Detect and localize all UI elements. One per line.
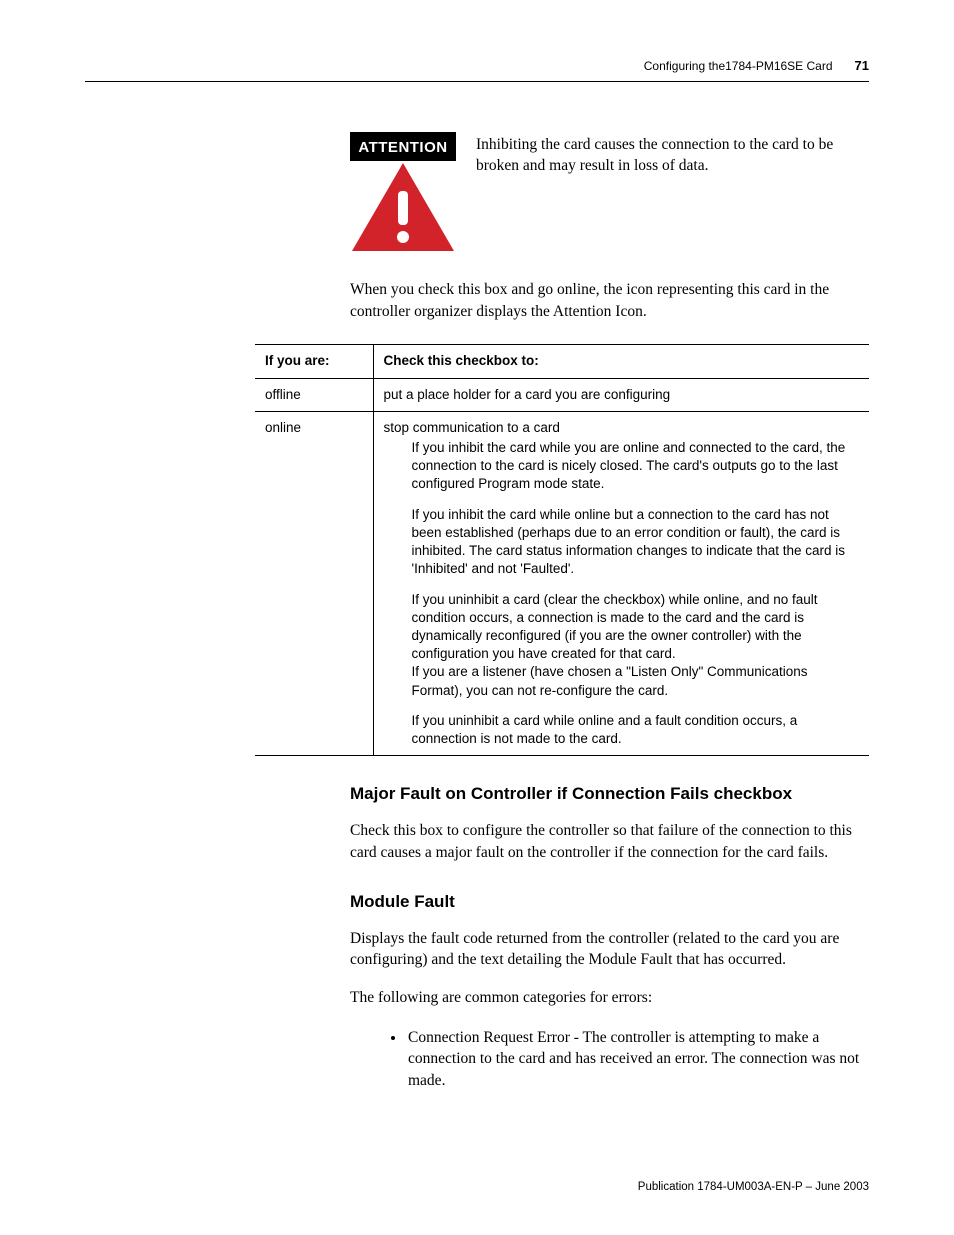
table-cell-mode: online (255, 411, 373, 756)
table-cell-action: stop communication to a card If you inhi… (373, 411, 869, 756)
table-cell-lead: stop communication to a card (384, 420, 560, 435)
table-header-mode: If you are: (255, 345, 373, 378)
header-rule (85, 81, 869, 82)
section-heading-major-fault: Major Fault on Controller if Connection … (350, 784, 869, 804)
section-paragraph: The following are common categories for … (350, 987, 869, 1009)
table-cell-para: If you inhibit the card while online but… (384, 506, 860, 579)
footer-publication: Publication 1784-UM003A-EN-P – June 2003 (638, 1181, 869, 1193)
section-paragraph: Check this box to configure the controll… (350, 820, 869, 863)
table-cell-lead: put a place holder for a card you are co… (384, 386, 860, 404)
table-cell-mode: offline (255, 378, 373, 411)
table-cell-para: If you uninhibit a card (clear the check… (384, 591, 860, 700)
error-bullet-list: Connection Request Error - The controlle… (350, 1027, 869, 1092)
attention-text: Inhibiting the card causes the connectio… (476, 132, 869, 253)
modes-table: If you are: Check this checkbox to: offl… (255, 344, 869, 756)
attention-triangle-icon (350, 161, 456, 253)
section-paragraph: Displays the fault code returned from th… (350, 928, 869, 971)
table-cell-para: If you uninhibit a card while online and… (384, 712, 860, 748)
page-number: 71 (855, 58, 869, 73)
running-title: Configuring the1784-PM16SE Card (644, 59, 833, 73)
attention-left: ATTENTION (350, 132, 456, 253)
table-cell-para: If you inhibit the card while you are on… (384, 439, 860, 494)
attention-callout: ATTENTION Inhibiting the card causes the… (350, 132, 869, 253)
list-item: Connection Request Error - The controlle… (406, 1027, 869, 1092)
sections: Major Fault on Controller if Connection … (350, 784, 869, 1092)
attention-label: ATTENTION (350, 132, 456, 161)
table-cell-action: put a place holder for a card you are co… (373, 378, 869, 411)
table-row: online stop communication to a card If y… (255, 411, 869, 756)
section-heading-module-fault: Module Fault (350, 892, 869, 912)
intro-paragraph: When you check this box and go online, t… (350, 279, 869, 322)
table-header-action: Check this checkbox to: (373, 345, 869, 378)
page: Configuring the1784-PM16SE Card 71 ATTEN… (0, 0, 954, 1235)
running-header: Configuring the1784-PM16SE Card 71 (85, 58, 869, 81)
table-row: offline put a place holder for a card yo… (255, 378, 869, 411)
table-header-row: If you are: Check this checkbox to: (255, 345, 869, 378)
